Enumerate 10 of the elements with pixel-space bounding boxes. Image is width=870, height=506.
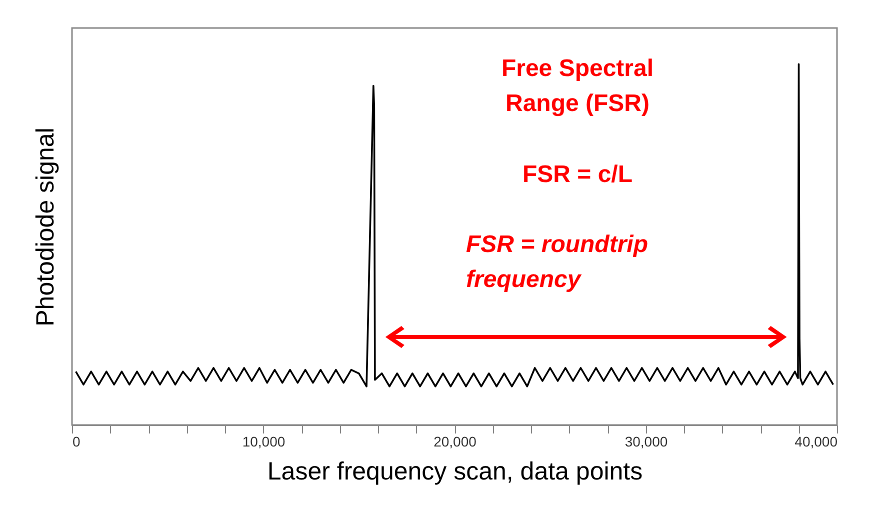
annotation: FSR = c/L	[521, 160, 634, 190]
x-tick-label: 20,000	[434, 434, 477, 450]
x-tick-label: 40,000	[794, 434, 838, 450]
annotation: Free Spectral Range (FSR)	[500, 54, 655, 119]
y-axis-title: Photodiode signal	[32, 128, 60, 326]
x-tick-label: 0	[72, 434, 80, 450]
annotation: FSR = roundtrip frequency	[466, 230, 649, 295]
x-tick-label: 30,000	[624, 434, 668, 450]
x-tick-label: 10,000	[242, 434, 286, 450]
x-axis-title: Laser frequency scan, data points	[267, 458, 643, 486]
